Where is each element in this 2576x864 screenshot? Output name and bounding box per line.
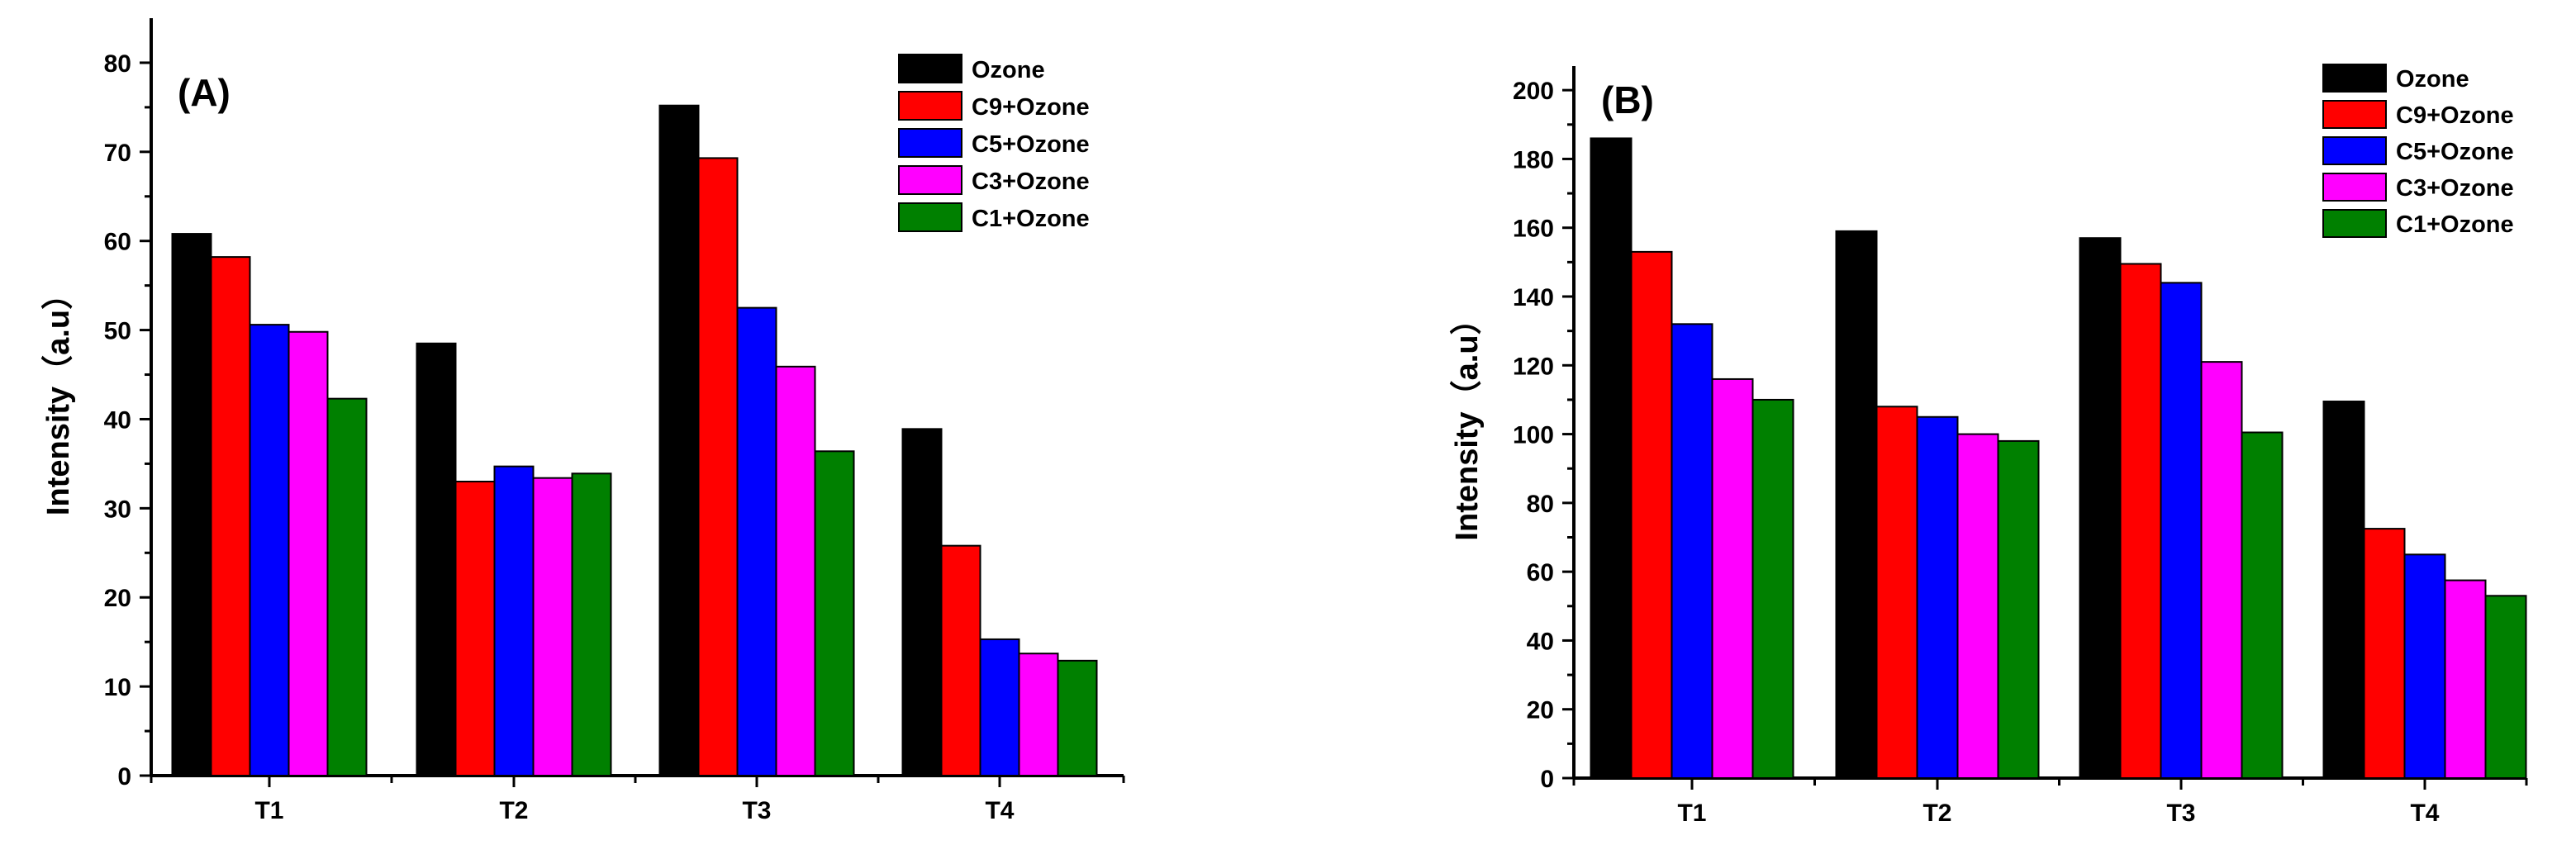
bar-t1-1 (1630, 250, 1673, 779)
legend-label: C3+Ozone (972, 169, 1090, 195)
legend-label: C5+Ozone (972, 131, 1090, 158)
bar-t4-3 (2444, 579, 2487, 779)
y-tick-label: 40 (1527, 628, 1554, 655)
bar-t2-0 (1835, 230, 1878, 780)
bar-t4-0 (901, 428, 943, 776)
legend-swatch (898, 128, 962, 158)
bar-t4-1 (2363, 528, 2406, 779)
bar-t4-2 (2403, 553, 2446, 779)
y-tick-label: 20 (104, 585, 131, 612)
bar-t3-4 (2241, 431, 2284, 779)
bar-t4-4 (2484, 595, 2527, 779)
x-tick-label: T4 (2410, 800, 2439, 827)
bar-t2-4 (1997, 439, 2040, 779)
y-tick-label: 70 (104, 140, 131, 167)
bar-t1-0 (171, 233, 212, 776)
bar-t2-1 (454, 480, 496, 776)
legend-swatch (898, 202, 962, 232)
bar-t1-1 (210, 256, 251, 776)
x-tick-label: T1 (1677, 800, 1706, 827)
bar-t3-4 (814, 450, 855, 776)
y-tick-label: 100 (1513, 422, 1554, 449)
bar-t4-0 (2322, 401, 2365, 779)
legend-swatch (2322, 173, 2387, 202)
x-tick-label: T1 (254, 797, 283, 824)
bar-t3-2 (736, 306, 777, 776)
y-tick-label: 140 (1513, 284, 1554, 311)
y-tick-label: 160 (1513, 216, 1554, 243)
bar-t1-0 (1590, 137, 1633, 779)
x-tick-label: T2 (499, 797, 528, 824)
y-tick-label: 80 (1527, 491, 1554, 518)
bar-t4-2 (979, 638, 1020, 776)
x-tick-label: T3 (2166, 800, 2195, 827)
y-tick-label: 60 (104, 229, 131, 256)
y-tick-label: 10 (104, 674, 131, 701)
bar-t2-2 (493, 465, 535, 777)
y-axis-title: Intensity（a.u） (41, 278, 76, 515)
bar-t3-3 (2200, 361, 2243, 779)
bar-t3-0 (2079, 237, 2122, 779)
y-tick-label: 80 (104, 50, 131, 78)
y-tick-label: 200 (1513, 78, 1554, 105)
bar-t3-0 (658, 104, 700, 776)
bar-t3-1 (2119, 263, 2162, 779)
x-tick-label: T4 (985, 797, 1014, 824)
bar-t3-3 (775, 365, 816, 776)
y-tick-label: 0 (1540, 766, 1554, 793)
legend-swatch (898, 54, 962, 83)
y-tick-label: 180 (1513, 146, 1554, 173)
bar-t4-1 (940, 544, 981, 776)
bar-t2-2 (1916, 415, 1959, 779)
bar-t2-4 (571, 472, 612, 776)
legend-label: Ozone (972, 57, 1045, 83)
bar-t1-2 (249, 324, 290, 776)
legend-swatch (2322, 64, 2387, 93)
x-tick-label: T2 (1922, 800, 1951, 827)
bar-t2-3 (1956, 433, 1999, 779)
y-tick-label: 50 (104, 318, 131, 345)
legend-swatch (898, 91, 962, 121)
legend-label: C5+Ozone (2396, 139, 2514, 165)
legend-swatch (2322, 136, 2387, 165)
panel-a-chart: 0 10 20 30 40 50 60 70 80 Intensity（a.u） (A) T1 T2 T3… (41, 18, 1125, 824)
bar-t2-0 (416, 342, 457, 777)
y-tick-label: 30 (104, 496, 131, 523)
bar-t1-3 (1711, 377, 1754, 779)
x-tick-label: T3 (742, 797, 771, 824)
panel-label: (B) (1601, 78, 1654, 121)
legend-swatch (2322, 100, 2387, 129)
bar-t4-3 (1018, 653, 1059, 776)
bar-t1-2 (1671, 323, 1713, 779)
bar-t3-1 (697, 157, 739, 776)
legend-label: C9+Ozone (2396, 102, 2514, 129)
bar-t2-3 (532, 477, 573, 776)
panel-b-chart: 0 20 40 60 80 100 120 140 160 180 200 Intensity（a.u… (1450, 64, 2528, 827)
y-axis-title: Intensity（a.u） (1450, 303, 1485, 540)
bar-t3-2 (2160, 282, 2203, 779)
panel-label: (A) (178, 71, 231, 114)
bar-t1-4 (1751, 398, 1794, 779)
y-tick-label: 40 (104, 406, 131, 434)
y-tick-label: 120 (1513, 353, 1554, 380)
y-tick-label: 0 (117, 763, 131, 790)
legend-label: C3+Ozone (2396, 175, 2514, 202)
legend-label: C1+Ozone (2396, 211, 2514, 238)
y-tick-label: 20 (1527, 697, 1554, 724)
legend-label: C1+Ozone (972, 206, 1090, 232)
bar-t1-4 (326, 397, 368, 776)
y-tick-label: 60 (1527, 559, 1554, 586)
bar-t1-3 (288, 330, 329, 776)
legend-swatch (898, 165, 962, 195)
bar-t4-4 (1057, 659, 1098, 777)
legend-swatch (2322, 209, 2387, 238)
bar-t2-1 (1875, 406, 1918, 779)
legend-label: C9+Ozone (972, 94, 1090, 121)
legend-label: Ozone (2396, 66, 2469, 93)
